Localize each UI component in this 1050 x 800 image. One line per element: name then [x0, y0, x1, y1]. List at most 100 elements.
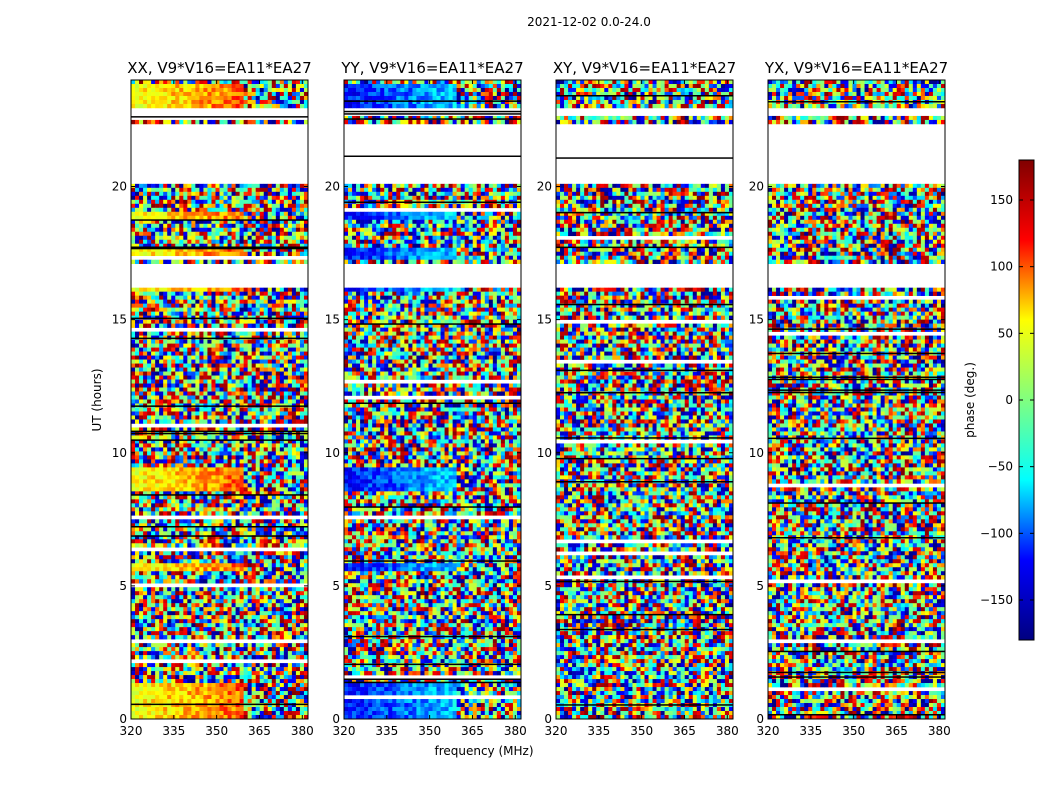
- heatmap-cell: [303, 231, 309, 237]
- heatmap-cell: [151, 203, 156, 209]
- heatmap-cell: [131, 375, 136, 380]
- heatmap-cell: [195, 347, 200, 352]
- heatmap-cell: [199, 351, 204, 356]
- heatmap-cell: [299, 647, 305, 652]
- heatmap-cell: [303, 251, 309, 257]
- heatmap-cell: [263, 291, 269, 296]
- heatmap-cell: [283, 475, 289, 480]
- heatmap-cell: [203, 459, 208, 464]
- heatmap-cell: [223, 627, 228, 632]
- heatmap-cell: [135, 83, 140, 89]
- heatmap-cell: [159, 419, 164, 424]
- heatmap-cell: [267, 391, 273, 396]
- heatmap-cell: [267, 447, 273, 452]
- heatmap-cell: [207, 371, 212, 376]
- heatmap-cell: [291, 203, 297, 209]
- heatmap-cell: [199, 443, 204, 448]
- heatmap-cell: [167, 463, 172, 468]
- heatmap-cell: [227, 615, 232, 620]
- heatmap-cell: [215, 619, 220, 624]
- heatmap-cell: [259, 367, 265, 372]
- heatmap-cell: [203, 511, 208, 516]
- heatmap-cell: [235, 563, 240, 568]
- heatmap-cell: [227, 83, 232, 89]
- heatmap-cell: [167, 555, 172, 560]
- heatmap-cell: [303, 499, 309, 504]
- heatmap-cell: [271, 483, 277, 488]
- heatmap-cell: [183, 535, 188, 540]
- heatmap-cell: [175, 519, 180, 524]
- heatmap-cell: [267, 543, 273, 548]
- heatmap-cell: [175, 543, 180, 548]
- heatmap-cell: [219, 595, 224, 600]
- heatmap-cell: [223, 387, 228, 392]
- heatmap-cell: [179, 439, 184, 444]
- heatmap-cell: [203, 299, 208, 304]
- heatmap-cell: [255, 347, 261, 352]
- heatmap-cell: [195, 571, 200, 576]
- heatmap-cell: [191, 623, 196, 628]
- heatmap-cell: [155, 183, 160, 189]
- heatmap-cell: [215, 351, 220, 356]
- heatmap-cell: [251, 447, 256, 452]
- heatmap-cell: [291, 287, 297, 292]
- heatmap-cell: [255, 319, 261, 324]
- heatmap-cell: [211, 259, 216, 265]
- heatmap-cell: [231, 339, 236, 344]
- heatmap-cell: [179, 391, 184, 396]
- heatmap-cell: [163, 623, 168, 628]
- heatmap-cell: [195, 339, 200, 344]
- heatmap-cell: [143, 447, 148, 452]
- heatmap-cell: [187, 231, 192, 237]
- heatmap-cell: [179, 331, 184, 336]
- heatmap-cell: [179, 367, 184, 372]
- heatmap-cell: [243, 87, 248, 93]
- heatmap-cell: [147, 187, 152, 193]
- heatmap-cell: [191, 559, 196, 564]
- heatmap-cell: [143, 195, 148, 201]
- heatmap-cell: [247, 187, 252, 193]
- heatmap-cell: [291, 439, 297, 444]
- heatmap-cell: [191, 359, 196, 364]
- heatmap-cell: [175, 291, 180, 296]
- heatmap-cell: [295, 523, 301, 528]
- heatmap-cell: [223, 555, 228, 560]
- heatmap-cell: [267, 211, 273, 217]
- heatmap-cell: [171, 647, 176, 652]
- heatmap-cell: [243, 555, 248, 560]
- heatmap-cell: [259, 291, 265, 296]
- heatmap-cell: [131, 607, 136, 612]
- heatmap-cell: [167, 299, 172, 304]
- heatmap-cell: [223, 459, 228, 464]
- heatmap-cell: [263, 367, 269, 372]
- heatmap-cell: [167, 187, 172, 193]
- heatmap-cell: [159, 539, 164, 544]
- heatmap-cell: [207, 603, 212, 608]
- heatmap-cell: [251, 571, 256, 576]
- heatmap-cell: [155, 531, 160, 536]
- heatmap-cell: [223, 187, 228, 193]
- heatmap-cell: [151, 579, 156, 584]
- heatmap-cell: [179, 647, 184, 652]
- heatmap-cell: [151, 411, 156, 416]
- heatmap-cell: [199, 80, 204, 85]
- heatmap-cell: [143, 87, 148, 93]
- heatmap-cell: [139, 103, 144, 109]
- heatmap-cell: [159, 259, 164, 265]
- heatmap-cell: [271, 411, 277, 416]
- heatmap-cell: [171, 247, 176, 253]
- heatmap-cell: [151, 223, 156, 229]
- heatmap-cell: [271, 523, 277, 528]
- heatmap-cell: [295, 451, 301, 456]
- heatmap-cell: [223, 339, 228, 344]
- heatmap-cell: [143, 503, 148, 508]
- heatmap-cell: [187, 235, 192, 241]
- heatmap-cell: [259, 303, 265, 308]
- heatmap-cell: [195, 239, 200, 245]
- heatmap-cell: [163, 463, 168, 468]
- heatmap-cell: [243, 395, 248, 400]
- heatmap-cell: [279, 607, 285, 612]
- heatmap-cell: [259, 331, 265, 336]
- heatmap-cell: [219, 247, 224, 253]
- heatmap-cell: [191, 87, 196, 93]
